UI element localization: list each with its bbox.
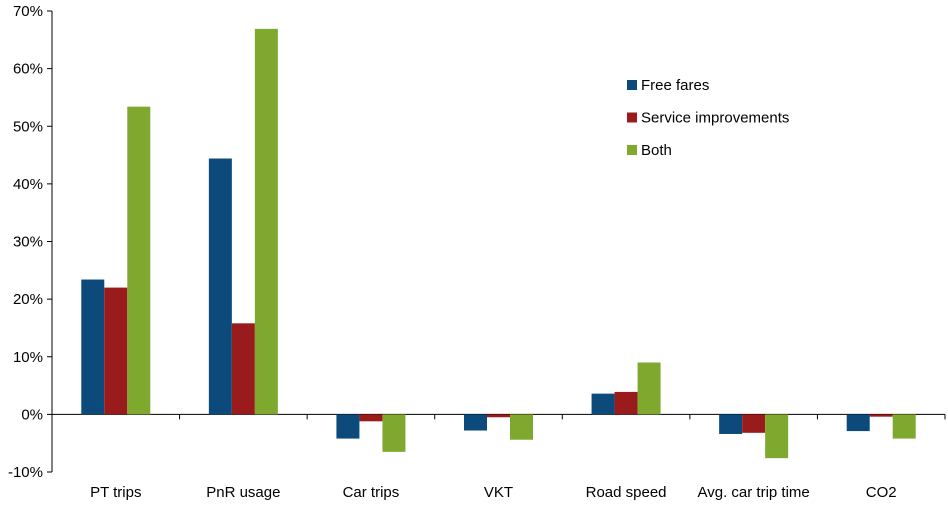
y-tick-label: 60% [13,61,43,78]
category-label: Road speed [586,484,667,501]
y-tick-label: 70% [13,3,43,20]
bar [637,362,661,415]
legend-label: Free fares [641,77,709,94]
bar [487,414,510,418]
y-ticks: -10% 0% 10% 20% 30% 40% 50% 60% 70% [8,3,52,481]
bar [765,414,789,459]
bars [81,28,916,459]
category-label: PnR usage [206,484,280,501]
y-tick-label: 40% [13,176,43,193]
category-label: CO2 [866,484,897,501]
bar [464,414,487,431]
y-tick-label: 50% [13,118,43,135]
legend-label: Service improvements [641,110,789,127]
bar [81,279,105,415]
bar [719,414,743,434]
bar [510,414,533,440]
bar [336,414,360,439]
bar [254,28,278,415]
legend-swatch [627,145,637,155]
bar [359,414,383,422]
bar [892,414,916,439]
bar [846,414,870,432]
bar [591,393,615,415]
y-tick-label: 20% [13,291,43,308]
category-label: PT trips [90,484,141,501]
category-label: Car trips [343,484,400,501]
bar [614,391,638,415]
bar [869,414,893,417]
y-tick-label: 0% [21,406,43,423]
legend-swatch [627,80,637,90]
category-label: VKT [484,484,513,501]
y-tick-label: -10% [8,464,43,481]
bar [104,287,128,415]
y-tick-label: 10% [13,349,43,366]
category-labels: PT trips PnR usage Car trips VKT Road speed A… [90,484,897,501]
bar [231,323,255,415]
bar [382,414,406,452]
bar [127,106,151,415]
axes [51,11,946,472]
bar [208,158,232,415]
legend: Free fares Service improvements Both [627,77,789,159]
legend-label: Both [641,142,672,159]
category-label: Avg. car trip time [698,484,810,501]
legend-swatch [627,112,637,123]
bar [742,414,766,433]
y-tick-label: 30% [13,234,43,251]
